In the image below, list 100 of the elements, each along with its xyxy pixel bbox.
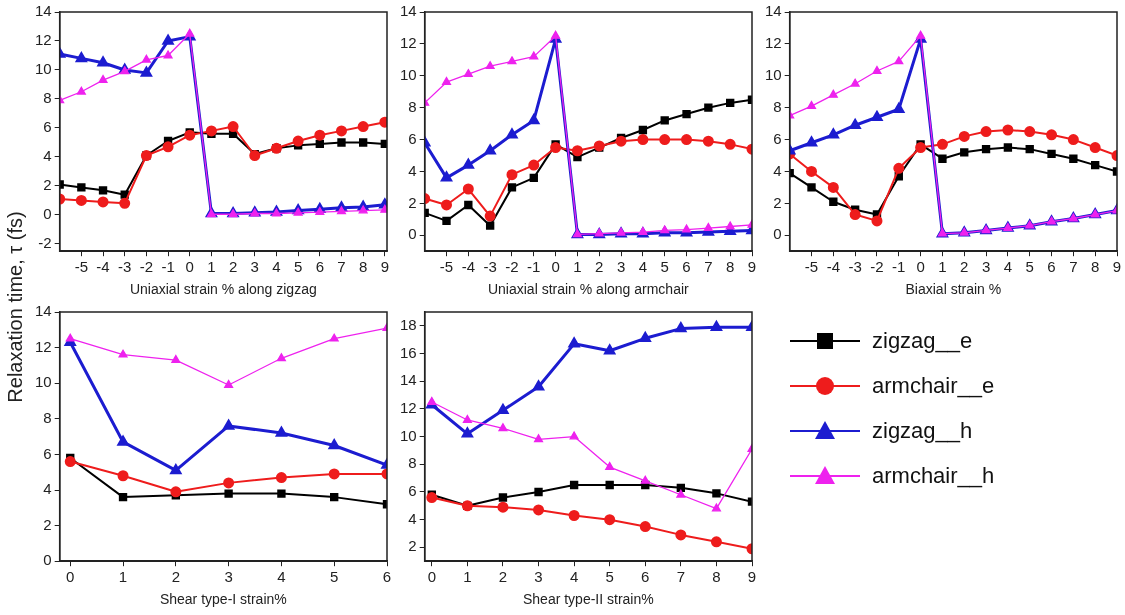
y-tick-label: 10 (765, 65, 782, 83)
y-tick-label: 8 (43, 408, 52, 426)
x-tick-label: 8 (726, 258, 735, 276)
x-tick-label: 5 (605, 568, 614, 586)
legend-label: armchair__h (872, 462, 995, 489)
y-tick-label: 12 (35, 31, 52, 49)
legend-label: armchair__e (872, 372, 995, 399)
x-tick-label: -5 (804, 258, 819, 276)
x-tick-label: 3 (250, 258, 259, 276)
x-axis-title: Uniaxial strain % along zigzag (129, 281, 317, 298)
legend-label: zigzag__h (872, 417, 973, 444)
x-axis-title: Uniaxial strain % along armchair (487, 281, 690, 298)
x-tick-label: 4 (638, 258, 648, 276)
y-tick-label: 2 (43, 515, 52, 533)
x-tick-label: -2 (139, 258, 154, 276)
y-tick-label: 6 (43, 118, 52, 136)
x-axis-title: Biaxial strain % (905, 281, 1002, 298)
legend-label: zigzag__e (872, 327, 973, 354)
x-tick-label: 3 (616, 258, 626, 276)
y-tick-label: 2 (408, 537, 417, 555)
y-tick-label: 12 (35, 337, 52, 355)
y-tick-label: 4 (408, 161, 417, 179)
x-tick-label: 2 (595, 258, 604, 276)
x-tick-label: 1 (573, 258, 582, 276)
x-tick-label: 8 (358, 258, 368, 276)
y-tick-label: 6 (43, 444, 52, 462)
y-tick-label: 2 (43, 176, 52, 194)
y-tick-label: 0 (43, 551, 52, 569)
x-tick-label: 2 (498, 568, 508, 586)
y-tick-label: 4 (43, 147, 52, 165)
x-tick-label: 9 (747, 568, 757, 586)
x-tick-label: 3 (981, 258, 991, 276)
x-tick-label: 2 (228, 258, 238, 276)
y-tick-label: 8 (773, 97, 782, 115)
x-tick-label: -2 (870, 258, 884, 276)
x-tick-label: 6 (382, 568, 392, 586)
x-tick-label: 9 (1112, 258, 1122, 276)
y-tick-label: 12 (400, 399, 417, 417)
y-tick-label: 8 (43, 89, 52, 107)
x-tick-label: 8 (712, 568, 721, 586)
y-tick-label: 14 (400, 371, 417, 389)
x-tick-label: 7 (337, 258, 346, 276)
x-tick-label: -3 (118, 258, 132, 276)
y-tick-label: 2 (773, 193, 782, 211)
x-tick-label: 9 (747, 258, 757, 276)
x-axis-title: Shear type-I strain% (159, 591, 287, 608)
x-tick-label: 8 (1091, 258, 1100, 276)
y-tick-label: 8 (408, 97, 417, 115)
x-tick-label: 1 (207, 258, 216, 276)
x-tick-label: 3 (224, 568, 233, 586)
y-tick-label: 2 (408, 193, 417, 211)
y-tick-label: 14 (765, 2, 782, 20)
y-tick-label: 12 (400, 34, 417, 52)
y-tick-label: 0 (43, 205, 52, 223)
x-tick-label: 6 (315, 258, 324, 276)
y-tick-label: 4 (408, 509, 417, 527)
x-tick-label: 7 (704, 258, 713, 276)
y-tick-label: 18 (400, 315, 417, 333)
x-tick-label: 5 (1025, 258, 1034, 276)
x-tick-label: 4 (569, 568, 579, 586)
x-tick-label: -3 (848, 258, 862, 276)
y-axis-title: Relaxation time, τ (fs) (3, 211, 27, 403)
x-tick-label: -3 (483, 258, 497, 276)
y-tick-label: 0 (773, 225, 782, 243)
x-tick-label: 0 (427, 568, 436, 586)
x-tick-label: -5 (439, 258, 454, 276)
x-tick-label: 6 (641, 568, 650, 586)
x-tick-label: -5 (74, 258, 89, 276)
x-tick-label: 4 (272, 258, 281, 276)
x-tick-label: 0 (66, 568, 75, 586)
x-tick-label: -4 (461, 258, 475, 276)
x-tick-label: 2 (171, 568, 180, 586)
x-tick-label: 3 (534, 568, 543, 586)
x-tick-label: 2 (960, 258, 969, 276)
x-tick-label: 0 (551, 258, 560, 276)
y-tick-label: 4 (773, 161, 782, 179)
x-tick-label: -4 (826, 258, 840, 276)
x-tick-label: -1 (527, 258, 541, 276)
x-tick-label: -1 (161, 258, 175, 276)
y-tick-label: 0 (408, 225, 417, 243)
y-tick-label: 8 (408, 454, 417, 472)
x-tick-label: 5 (660, 258, 669, 276)
x-tick-label: 7 (1069, 258, 1078, 276)
y-tick-label: 10 (35, 373, 52, 391)
y-tick-label: 14 (35, 302, 52, 320)
x-tick-label: 6 (1047, 258, 1056, 276)
x-axis-title: Shear type-II strain% (522, 591, 654, 608)
x-tick-label: 1 (938, 258, 947, 276)
x-tick-label: 1 (118, 568, 128, 586)
y-tick-label: 6 (408, 482, 417, 500)
y-tick-label: 12 (765, 34, 782, 52)
x-tick-label: -1 (892, 258, 906, 276)
x-tick-label: 0 (185, 258, 194, 276)
x-tick-label: 5 (293, 258, 303, 276)
y-tick-label: -2 (38, 234, 52, 252)
x-tick-label: -4 (96, 258, 110, 276)
x-tick-label: 4 (277, 568, 286, 586)
y-tick-label: 6 (773, 129, 782, 147)
x-tick-label: 4 (1003, 258, 1013, 276)
y-tick-label: 4 (43, 480, 52, 498)
